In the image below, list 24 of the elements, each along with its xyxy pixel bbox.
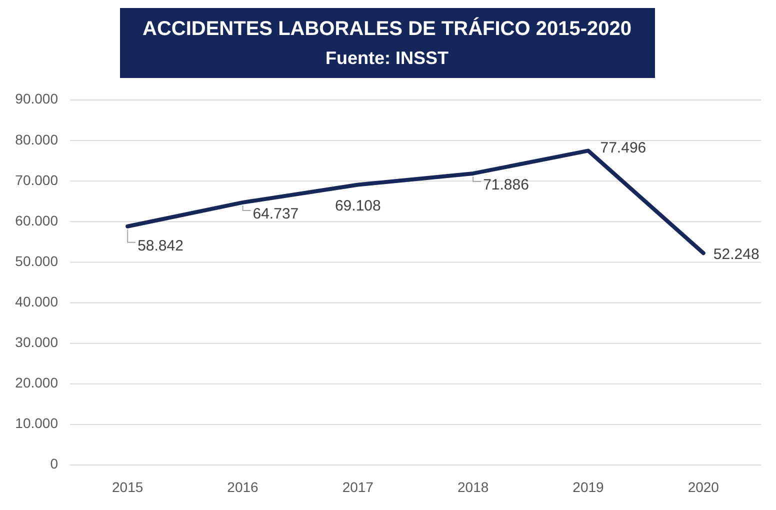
x-tick-label: 2017 xyxy=(342,479,374,495)
y-tick-label: 90.000 xyxy=(15,90,58,107)
y-tick-label: 80.000 xyxy=(15,131,58,148)
data-label: 77.496 xyxy=(600,140,646,157)
x-tick-label: 2016 xyxy=(227,479,259,495)
y-tick-label: 0 xyxy=(50,456,58,472)
chart-subtitle: Fuente: INSST xyxy=(325,48,449,68)
x-tick-label: 2019 xyxy=(572,479,604,495)
y-tick-label: 30.000 xyxy=(15,334,58,350)
x-tick-label: 2015 xyxy=(112,479,144,495)
data-label: 58.842 xyxy=(138,237,184,254)
y-tick-label: 60.000 xyxy=(15,212,58,228)
y-tick-label: 10.000 xyxy=(15,415,58,432)
data-label: 69.108 xyxy=(334,198,381,215)
chart-title: ACCIDENTES LABORALES DE TRÁFICO 2015-2020 xyxy=(142,17,632,40)
y-tick-label: 50.000 xyxy=(15,252,58,269)
data-label: 52.248 xyxy=(713,246,760,264)
data-label: 71.886 xyxy=(483,176,529,194)
y-tick-label: 40.000 xyxy=(15,293,58,310)
data-label: 64.737 xyxy=(252,205,299,222)
x-tick-label: 2018 xyxy=(458,479,489,495)
x-tick-label: 2020 xyxy=(688,479,720,495)
y-tick-label: 20.000 xyxy=(15,374,58,391)
y-tick-label: 70.000 xyxy=(15,172,58,188)
